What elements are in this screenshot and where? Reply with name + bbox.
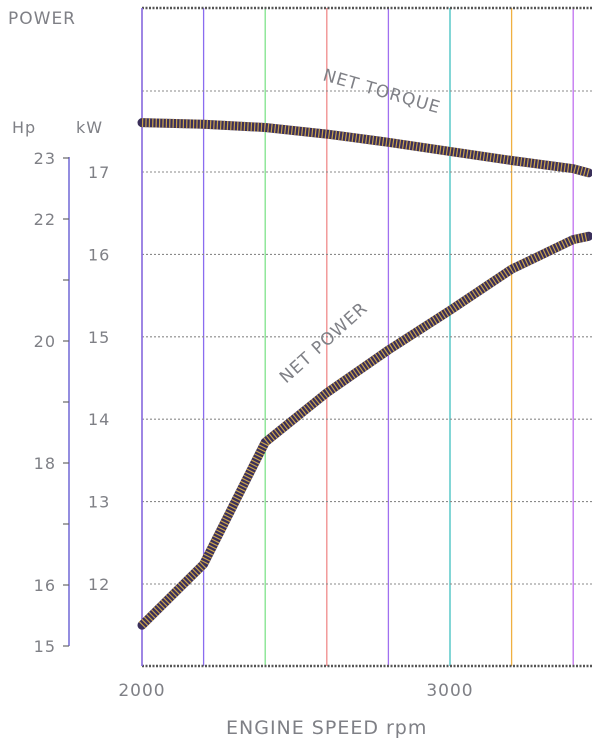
- chart-title: POWER: [8, 9, 76, 29]
- net-power-curve-body: [137, 231, 592, 630]
- kw-unit-label: kW: [76, 118, 103, 137]
- net-power-curve: [137, 231, 592, 630]
- hp-tick-label: 16: [34, 576, 56, 595]
- x-tick-label: 2000: [118, 681, 165, 701]
- net-torque-curve-hatch: [141, 118, 590, 178]
- curves: [137, 118, 592, 630]
- kw-tick-label: 13: [88, 493, 110, 512]
- net-torque-curve-body: [137, 118, 592, 178]
- kw-tick-label: 17: [88, 163, 110, 182]
- hp-tick-label: 15: [34, 637, 56, 656]
- net-power-curve-hatch: [138, 231, 590, 629]
- kw-tick-label: 12: [88, 575, 110, 594]
- x-axis-label: ENGINE SPEED rpm: [226, 717, 427, 739]
- hp-tick-label: 22: [34, 210, 56, 229]
- hp-unit-label: Hp: [12, 118, 36, 137]
- kw-axis-ticks: 17 16 15 14 13 12: [88, 163, 110, 594]
- net-torque-curve: [137, 118, 592, 178]
- kw-tick-label: 14: [88, 410, 110, 429]
- horizontal-grid: [142, 90, 592, 585]
- hp-tick-label: 23: [34, 149, 56, 168]
- hp-tick-label: 18: [34, 454, 56, 473]
- kw-tick-label: 15: [88, 328, 110, 347]
- kw-tick-label: 16: [88, 245, 110, 264]
- x-axis-ticks: 2000 3000: [118, 681, 473, 701]
- hp-axis: 23 22 20 18 16 15: [34, 149, 70, 656]
- series-label-net-torque: NET TORQUE: [321, 66, 443, 119]
- x-tick-label: 3000: [426, 681, 473, 701]
- plot-frame: [141, 6, 592, 668]
- hp-tick-label: 20: [34, 332, 56, 351]
